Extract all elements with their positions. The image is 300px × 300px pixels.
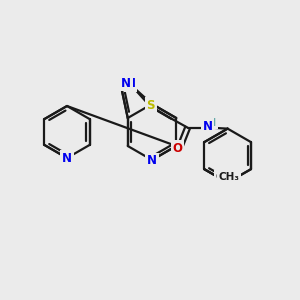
Text: N: N bbox=[122, 76, 131, 90]
Text: CH₃: CH₃ bbox=[218, 172, 239, 182]
Text: N: N bbox=[202, 120, 213, 133]
Text: N: N bbox=[147, 154, 157, 167]
Text: CH₃: CH₃ bbox=[216, 172, 237, 182]
Text: S: S bbox=[146, 99, 155, 112]
Text: O: O bbox=[172, 142, 183, 155]
Text: N: N bbox=[126, 77, 136, 90]
Text: N: N bbox=[62, 152, 72, 164]
Text: H: H bbox=[207, 118, 216, 128]
